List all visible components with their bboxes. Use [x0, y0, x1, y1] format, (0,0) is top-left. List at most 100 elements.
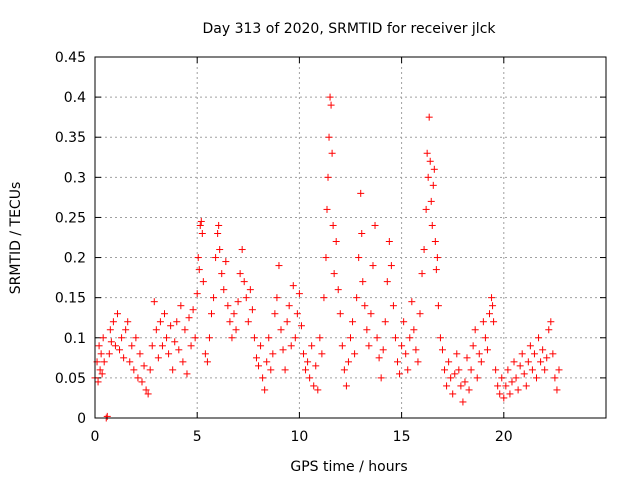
data-point	[226, 318, 234, 326]
data-point	[506, 390, 514, 398]
data-point	[255, 362, 263, 370]
data-point	[205, 334, 213, 342]
data-point	[100, 358, 108, 366]
data-point	[547, 318, 555, 326]
data-point	[361, 302, 369, 310]
data-point	[130, 366, 138, 374]
data-point	[336, 310, 344, 318]
data-point	[551, 374, 559, 382]
data-point	[438, 346, 446, 354]
data-point	[510, 358, 518, 366]
data-point	[355, 254, 363, 262]
data-point	[124, 318, 132, 326]
data-point	[99, 334, 107, 342]
data-point	[289, 282, 297, 290]
data-point	[494, 382, 502, 390]
data-point	[477, 358, 485, 366]
data-point	[383, 278, 391, 286]
data-point	[490, 318, 498, 326]
data-point	[194, 254, 202, 262]
data-point	[429, 181, 437, 189]
data-point	[539, 346, 547, 354]
data-point	[555, 366, 563, 374]
data-point	[451, 370, 459, 378]
data-point	[344, 358, 352, 366]
x-tick-label: 10	[290, 429, 308, 445]
data-point	[232, 326, 240, 334]
data-point	[228, 334, 236, 342]
data-point	[312, 362, 320, 370]
data-point	[152, 326, 160, 334]
data-point	[224, 302, 232, 310]
data-point	[322, 254, 330, 262]
data-point	[150, 298, 158, 306]
data-point	[302, 366, 310, 374]
data-point	[340, 366, 348, 374]
data-point	[116, 346, 124, 354]
data-point	[363, 326, 371, 334]
data-point	[208, 310, 216, 318]
data-point	[394, 358, 402, 366]
data-point	[325, 133, 333, 141]
data-point	[136, 350, 144, 358]
data-point	[271, 310, 279, 318]
data-point	[522, 382, 530, 390]
data-point	[193, 290, 201, 298]
data-point	[516, 362, 524, 370]
data-point	[175, 346, 183, 354]
data-point	[441, 366, 449, 374]
data-point	[167, 322, 175, 330]
data-point	[443, 382, 451, 390]
data-point	[198, 229, 206, 237]
y-axis-label: SRMTID / TECUs	[8, 182, 24, 295]
data-point	[553, 386, 561, 394]
data-point	[154, 354, 162, 362]
data-point	[371, 221, 379, 229]
data-point	[173, 318, 181, 326]
data-point	[122, 326, 130, 334]
x-tick-label: 15	[393, 429, 411, 445]
data-point	[414, 358, 422, 366]
data-point	[425, 113, 433, 121]
data-point	[498, 374, 506, 382]
data-point	[471, 326, 479, 334]
data-point	[146, 366, 154, 374]
data-point	[342, 382, 350, 390]
data-point	[252, 354, 260, 362]
data-point	[353, 294, 361, 302]
data-point	[327, 101, 335, 109]
data-point	[424, 173, 432, 181]
data-point	[326, 93, 334, 101]
data-point	[488, 294, 496, 302]
data-point	[314, 386, 322, 394]
data-point	[118, 334, 126, 342]
data-point	[400, 318, 408, 326]
data-points	[91, 93, 563, 422]
data-point	[263, 358, 271, 366]
data-point	[148, 342, 156, 350]
data-point	[236, 270, 244, 278]
data-point	[179, 358, 187, 366]
data-point	[379, 346, 387, 354]
y-tick-label: 0.2	[64, 251, 86, 267]
x-axis-label: GPS time / hours	[290, 459, 407, 475]
data-point	[430, 165, 438, 173]
data-point	[203, 358, 211, 366]
data-point	[181, 326, 189, 334]
data-point	[218, 270, 226, 278]
data-point	[436, 334, 444, 342]
data-point	[265, 334, 273, 342]
data-point	[402, 350, 410, 358]
y-tick-label: 0	[77, 411, 86, 427]
data-point	[177, 302, 185, 310]
data-point	[132, 334, 140, 342]
y-tick-label: 0.4	[64, 90, 86, 106]
data-point	[433, 254, 441, 262]
data-point	[526, 342, 534, 350]
data-point	[163, 334, 171, 342]
data-point	[197, 217, 205, 225]
data-point	[387, 262, 395, 270]
y-tick-label: 0.3	[64, 170, 86, 186]
data-point	[308, 342, 316, 350]
x-tick-label: 5	[193, 429, 202, 445]
